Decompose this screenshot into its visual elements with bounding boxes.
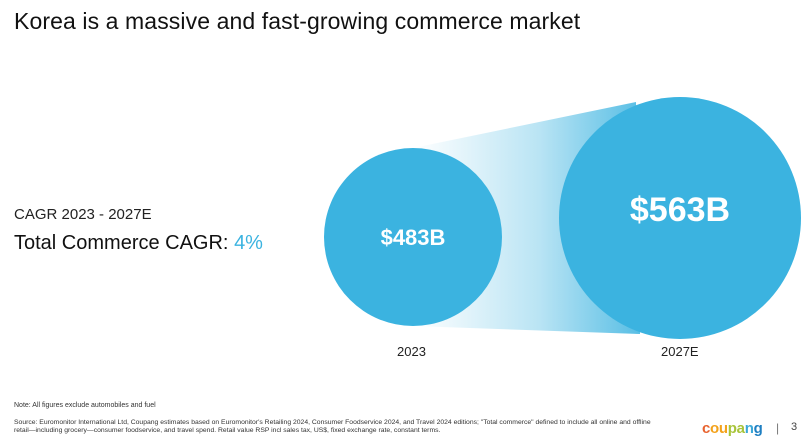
bubble-2023-value: $483B [381, 225, 446, 250]
bubble-2027e [559, 97, 801, 339]
cagr-period-label: CAGR 2023 - 2027E [14, 206, 152, 223]
page-number: 3 [791, 421, 798, 433]
cagr-statement: Total Commerce CAGR: 4% [14, 232, 263, 255]
bubble-2027e-value: $563B [630, 191, 730, 229]
footer-separator: | [776, 421, 780, 435]
coupang-logo: coupang [702, 420, 763, 437]
cagr-label: Total Commerce CAGR: [14, 232, 229, 254]
year-label-2027e: 2027E [661, 344, 699, 359]
bubble-2023 [324, 148, 502, 326]
year-label-2023: 2023 [397, 344, 426, 359]
slide-title: Korea is a massive and fast-growing comm… [14, 8, 581, 34]
source-note: Source: Euromonitor International Ltd, C… [14, 419, 651, 435]
cagr-value: 4% [234, 232, 263, 254]
footnote: Note: All figures exclude automobiles an… [14, 402, 156, 409]
